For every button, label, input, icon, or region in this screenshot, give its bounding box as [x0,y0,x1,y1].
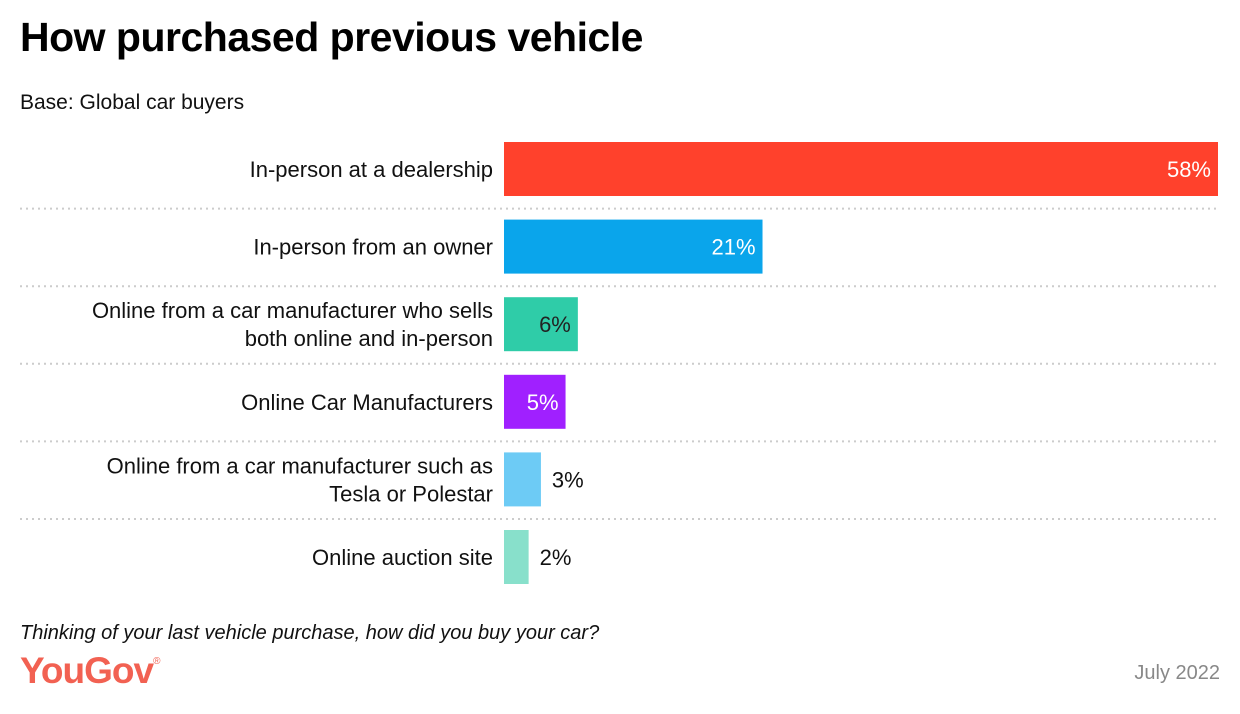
question-text: Thinking of your last vehicle purchase, … [20,622,600,644]
value-label: 6% [539,312,571,337]
value-label: 5% [527,390,559,415]
category-label: Tesla or Polestar [329,481,493,506]
category-label: In-person from an owner [253,235,493,260]
bar [504,374,566,429]
bar [504,530,529,584]
value-label: 58% [1167,157,1211,182]
category-label: Online from a car manufacturer who sells [92,298,493,323]
chart-title: How purchased previous vehicle [20,14,643,60]
bar [504,142,1218,196]
category-label: both online and in-person [245,326,493,351]
date-label: July 2022 [1134,662,1220,684]
value-label: 2% [540,545,572,570]
bar [504,297,578,352]
category-label: Online auction site [312,545,493,570]
category-label: In-person at a dealership [250,157,493,182]
yougov-logo: YouGov® [20,650,161,691]
bar [504,219,763,274]
value-label: 21% [711,235,755,260]
chart-subtitle: Base: Global car buyers [20,91,245,114]
bar [504,452,541,507]
category-label: Online from a car manufacturer such as [107,453,493,478]
category-label: Online Car Manufacturers [241,390,493,415]
value-label: 3% [552,467,584,492]
